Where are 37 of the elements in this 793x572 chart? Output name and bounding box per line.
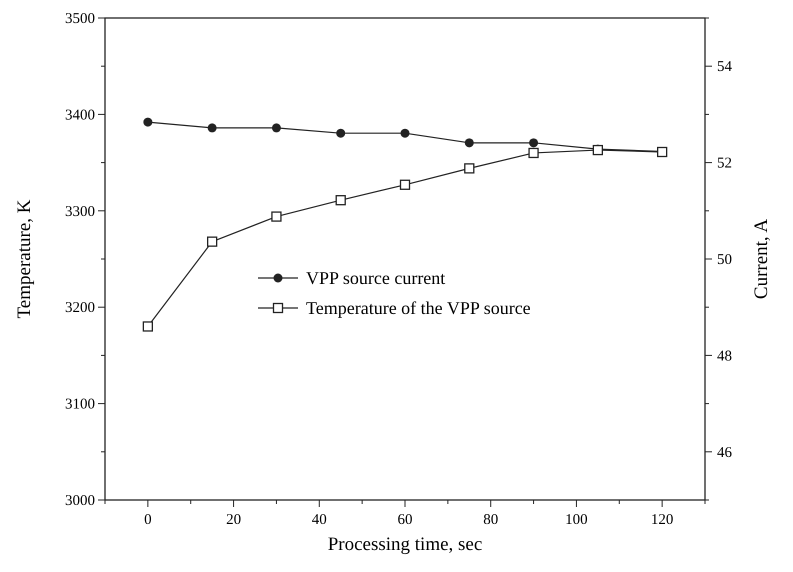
point — [208, 123, 217, 132]
point — [464, 138, 474, 148]
point — [528, 148, 539, 158]
y2-tick-label: 54 — [717, 59, 732, 76]
point — [271, 211, 282, 222]
legend-label: Temperature of the VPP source — [306, 298, 531, 318]
y-tick-label: 3500 — [65, 11, 95, 27]
point — [464, 163, 474, 174]
x-tick-label: 100 — [565, 512, 588, 528]
point — [206, 236, 218, 247]
x-tick-label: 80 — [483, 512, 498, 528]
y-tick-label: 3200 — [65, 300, 95, 316]
x-tick-label: 120 — [650, 512, 674, 528]
x-tick-label: 60 — [398, 512, 412, 528]
y-tick-label: 3300 — [65, 204, 95, 220]
x-tick-label: 0 — [144, 512, 152, 528]
x-tick-label: 40 — [312, 512, 327, 528]
point — [272, 123, 281, 132]
x-axis-title: Processing time, sec — [328, 534, 482, 555]
y2-tick-label: 50 — [717, 252, 732, 268]
point — [142, 321, 154, 332]
point — [400, 128, 410, 138]
point — [143, 118, 152, 127]
legend-label: VPP source current — [306, 268, 446, 288]
y-tick-label: 3000 — [65, 493, 95, 509]
y2-tick-label: 52 — [717, 156, 732, 172]
y2-axis-title: Current, A — [751, 218, 772, 300]
y-tick-label: 3400 — [65, 107, 95, 124]
point — [336, 195, 346, 206]
point — [400, 180, 410, 190]
y-tick-label: 3100 — [65, 396, 95, 413]
point — [529, 138, 538, 148]
y2-tick-label: 48 — [717, 348, 732, 364]
point — [336, 128, 346, 138]
y2-tick-label: 46 — [717, 444, 732, 461]
y-axis-title: Temperature, K — [14, 199, 35, 318]
x-tick-label: 20 — [226, 512, 242, 528]
